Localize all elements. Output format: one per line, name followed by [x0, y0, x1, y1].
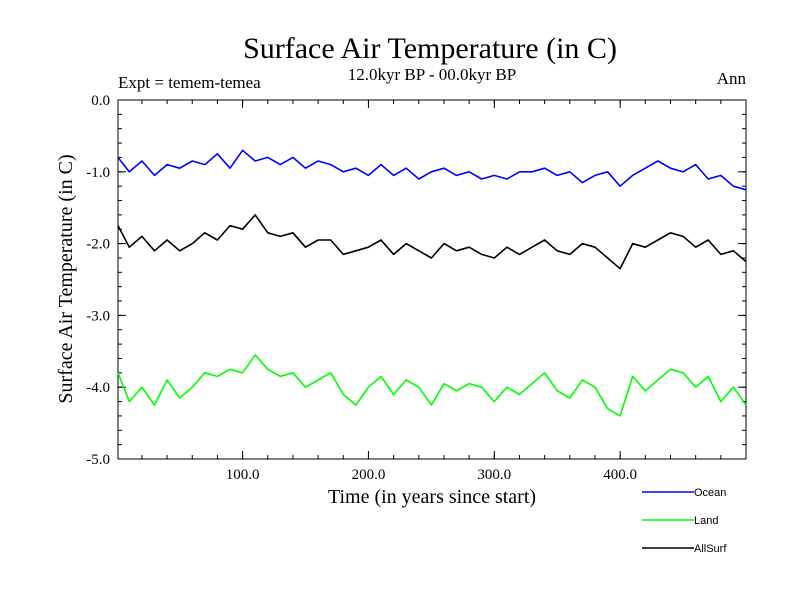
x-tick-label: 300.0: [477, 467, 511, 483]
time-range-label: 12.0kyr BP - 00.0kyr BP: [348, 65, 516, 84]
legend: Ocean Land AllSurf: [642, 487, 727, 555]
plot-area: 0.0 -1.0 -2.0 -3.0 -4.0 -5.0 100.0 200.0 300.0 40…: [86, 93, 747, 483]
experiment-label: Expt = temem-temea: [118, 73, 261, 92]
y-tick-label: -5.0: [86, 452, 110, 468]
legend-label-land: Land: [694, 515, 718, 527]
y-tick-label: -1.0: [86, 165, 110, 181]
y-tick-label: -4.0: [86, 380, 110, 396]
season-label: Ann: [717, 69, 747, 88]
series-line-ocean: [117, 149, 747, 191]
x-axis-label: Time (in years since start): [328, 486, 536, 508]
y-tick-label: -2.0: [86, 237, 110, 253]
x-tick-label: 400.0: [603, 467, 637, 483]
x-tick-label: 200.0: [352, 467, 386, 483]
series-line-land: [117, 354, 747, 417]
series-line-allsurf: [117, 214, 747, 270]
y-tick-label: -3.0: [86, 308, 110, 324]
chart-title: Surface Air Temperature (in C): [243, 32, 617, 65]
y-axis-label: Surface Air Temperature (in C): [55, 154, 77, 403]
y-tick-label: 0.0: [91, 93, 110, 109]
plot-frame: [117, 99, 747, 460]
legend-label-allsurf: AllSurf: [694, 543, 727, 555]
legend-label-ocean: Ocean: [694, 487, 726, 499]
x-tick-label: 100.0: [226, 467, 260, 483]
